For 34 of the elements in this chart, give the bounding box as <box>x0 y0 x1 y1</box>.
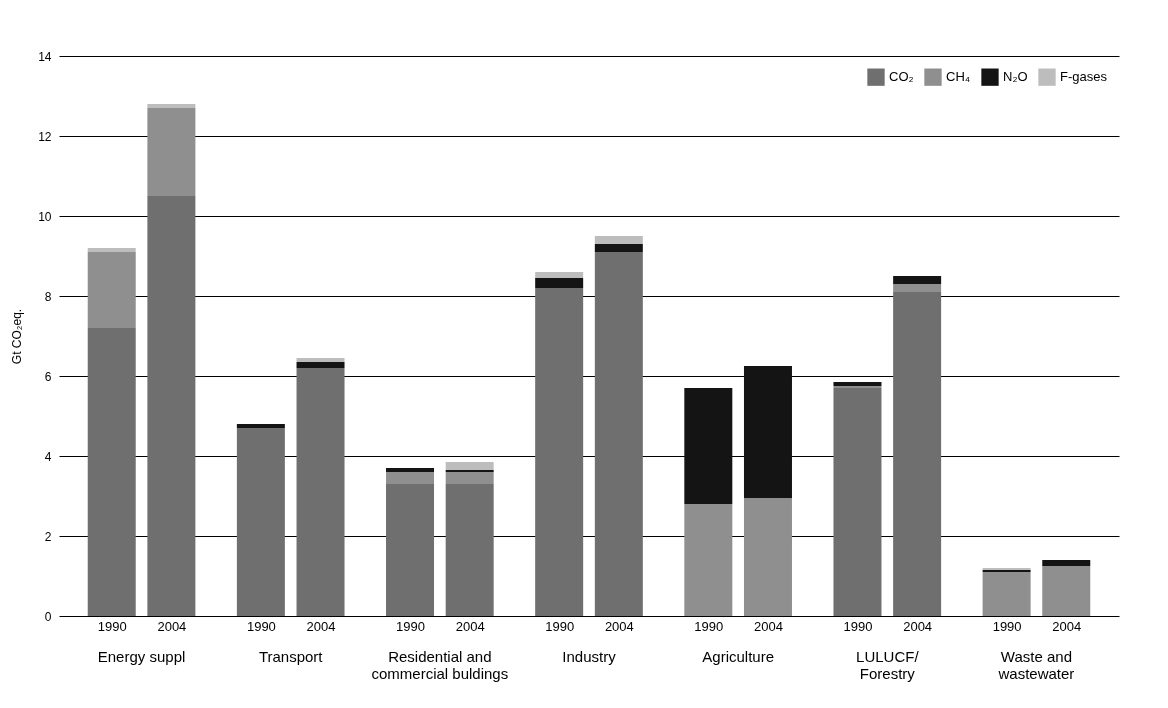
text: Waste and wastewater <box>997 648 1075 682</box>
x-tick-label: 2004 <box>604 618 634 634</box>
legend-label: CH₄ <box>946 69 971 85</box>
x-tick-label: 2004 <box>903 618 933 634</box>
y-axis-title: Gt CO₂eq. <box>10 308 25 365</box>
y-tick-label: 4 <box>44 449 52 464</box>
x-tick-label: 1990 <box>992 618 1022 634</box>
text: Industry <box>562 648 617 665</box>
x-tick-label: 2004 <box>306 618 336 634</box>
text: Agriculture <box>702 648 774 665</box>
x-tick-label: 1990 <box>694 618 724 634</box>
text: LULUCF/ Forestry <box>856 648 920 682</box>
legend-label: CO₂ <box>889 69 914 85</box>
x-tick-label: 1990 <box>246 618 276 634</box>
y-tick-label: 0 <box>44 609 52 624</box>
x-tick-label: 2004 <box>754 618 783 634</box>
legend-label: F-gases <box>1060 69 1108 85</box>
y-tick-label: 8 <box>44 289 52 304</box>
text: Transport <box>258 648 324 665</box>
x-tick-label: 2004 <box>455 618 485 634</box>
y-tick-label: 14 <box>38 49 52 64</box>
legend-label: N₂O <box>1003 69 1028 85</box>
y-tick-label: 6 <box>44 369 52 384</box>
x-tick-label: 1990 <box>396 618 425 634</box>
y-tick-label: 12 <box>38 129 52 144</box>
text: Residential and commercial buldings <box>371 648 509 682</box>
x-tick-label: 1990 <box>843 618 873 634</box>
text: Energy suppl <box>97 648 186 665</box>
x-tick-label: 1990 <box>545 618 575 634</box>
x-tick-label: 1990 <box>97 618 127 634</box>
y-tick-label: 10 <box>38 209 52 224</box>
x-tick-label: 2004 <box>1052 618 1082 634</box>
y-tick-label: 2 <box>44 529 52 544</box>
x-tick-label: 2004 <box>157 618 187 634</box>
